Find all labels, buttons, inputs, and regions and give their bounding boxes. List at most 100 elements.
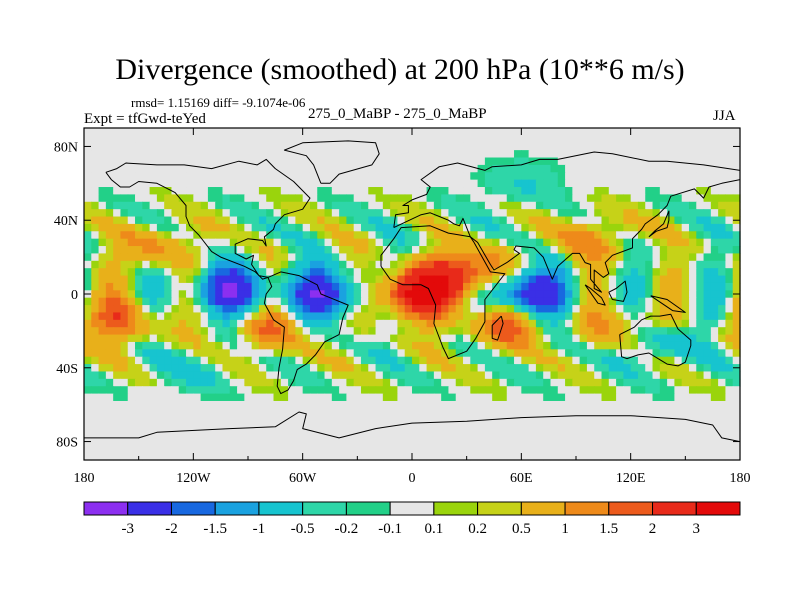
field-cell	[463, 187, 471, 195]
field-cell	[419, 142, 428, 151]
field-cell	[222, 430, 231, 439]
field-cell	[579, 386, 588, 395]
field-cell	[514, 312, 522, 321]
field-cell	[258, 268, 267, 277]
field-cell	[120, 408, 129, 417]
field-cell	[280, 437, 289, 446]
field-cell	[91, 400, 100, 409]
field-cell	[215, 393, 224, 402]
field-cell	[521, 231, 530, 240]
field-cell	[477, 423, 486, 432]
field-cell	[200, 415, 209, 424]
field-cell	[543, 260, 552, 269]
field-cell	[725, 415, 734, 424]
field-cell	[470, 209, 479, 218]
field-cell	[91, 253, 100, 262]
field-cell	[273, 319, 282, 328]
field-cell	[710, 282, 719, 291]
field-cell	[309, 356, 318, 365]
field-cell	[652, 179, 661, 188]
field-cell	[426, 423, 435, 432]
field-cell	[222, 260, 231, 269]
field-cell	[215, 341, 224, 350]
field-cell	[470, 364, 479, 373]
field-cell	[397, 246, 406, 255]
field-cell	[506, 349, 515, 358]
field-cell	[565, 356, 573, 365]
field-cell	[135, 268, 143, 277]
field-cell	[601, 268, 610, 277]
field-cell	[681, 231, 690, 240]
field-cell	[630, 378, 639, 387]
field-cell	[543, 172, 552, 181]
field-cell	[688, 290, 697, 299]
field-cell	[688, 172, 697, 181]
field-cell	[375, 216, 384, 225]
field-cell	[557, 356, 566, 365]
field-cell	[207, 319, 216, 328]
field-cell	[659, 378, 668, 387]
y-tick-label: 80S	[56, 436, 78, 451]
field-cell	[688, 231, 697, 240]
field-cell	[222, 142, 231, 151]
field-cell	[441, 275, 450, 284]
field-cell	[492, 194, 501, 203]
field-cell	[528, 356, 537, 365]
field-cell	[397, 312, 406, 321]
field-cell	[616, 201, 624, 210]
field-cell	[477, 238, 486, 247]
field-cell	[317, 445, 326, 454]
field-cell	[674, 305, 683, 314]
field-cell	[681, 135, 690, 144]
field-cell	[718, 268, 727, 277]
field-cell	[113, 216, 122, 225]
field-cell	[688, 415, 697, 424]
colorbar-label: 2	[649, 521, 657, 537]
field-cell	[397, 393, 406, 402]
field-cell	[258, 364, 267, 373]
field-cell	[645, 194, 654, 203]
field-cell	[222, 246, 231, 255]
field-cell	[594, 305, 603, 314]
field-cell	[135, 356, 143, 365]
field-cell	[156, 179, 165, 188]
field-cell	[229, 128, 238, 136]
field-cell	[696, 415, 705, 424]
field-cell	[149, 356, 158, 365]
field-cell	[514, 393, 522, 402]
field-cell	[579, 415, 588, 424]
field-cell	[557, 430, 566, 439]
field-cell	[506, 378, 515, 387]
field-cell	[317, 238, 326, 247]
field-cell	[696, 319, 705, 328]
field-cell	[390, 386, 399, 395]
field-cell	[477, 135, 486, 144]
field-cell	[477, 305, 486, 314]
field-cell	[178, 452, 187, 461]
field-cell	[710, 430, 719, 439]
field-cell	[309, 445, 318, 454]
field-cell	[251, 297, 260, 306]
field-cell	[696, 282, 705, 291]
field-cell	[200, 142, 209, 151]
field-cell	[331, 201, 340, 210]
field-cell	[135, 187, 143, 195]
field-cell	[514, 305, 522, 314]
field-cell	[710, 349, 719, 358]
field-cell	[186, 297, 194, 306]
field-cell	[463, 150, 471, 159]
field-cell	[718, 238, 727, 247]
field-cell	[237, 378, 245, 387]
field-cell	[608, 423, 617, 432]
field-cell	[645, 364, 654, 373]
field-cell	[149, 157, 158, 166]
field-cell	[645, 209, 654, 218]
field-cell	[637, 201, 646, 210]
field-cell	[637, 423, 646, 432]
field-cell	[302, 341, 311, 350]
field-cell	[324, 187, 333, 195]
field-cell	[433, 223, 442, 232]
field-cell	[375, 157, 384, 166]
field-cell	[120, 223, 129, 232]
field-cell	[390, 356, 399, 365]
